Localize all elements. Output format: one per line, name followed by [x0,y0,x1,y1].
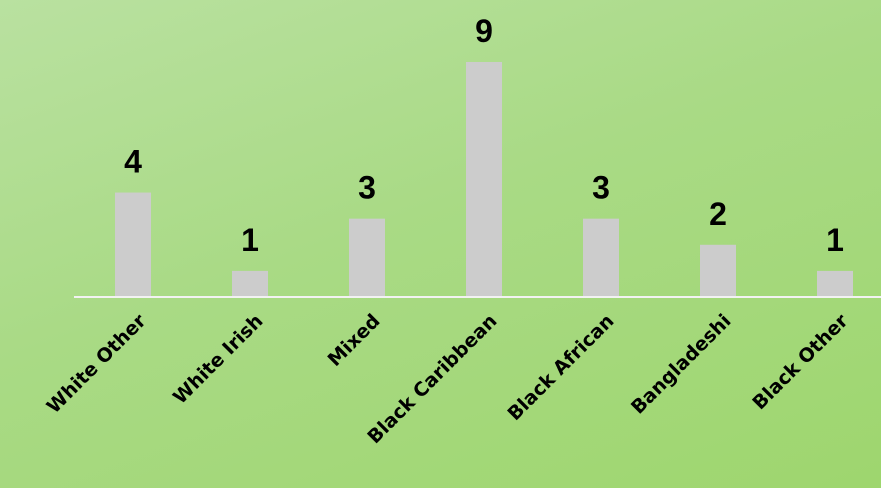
value-label-bangladeshi: 2 [709,196,727,232]
category-label-black-other: Black Other [748,310,853,415]
value-label-black-african: 3 [592,170,610,206]
bar-mixed [349,218,385,297]
bar-black-african [583,218,619,297]
category-label-white-other: White Other [43,310,151,418]
bar-bangladeshi [700,244,736,297]
value-label-white-other: 4 [124,144,142,180]
value-label-white-irish: 1 [241,222,259,258]
bar-black-other [817,270,853,297]
category-label-white-irish: White Irish [169,310,268,409]
value-labels-layer: 4 1 3 9 3 2 1 [124,13,844,258]
category-label-mixed: Mixed [324,310,385,371]
category-label-black-african: Black African [503,310,618,425]
bars-layer [115,62,853,297]
category-label-bangladeshi: Bangladeshi [627,310,736,419]
category-label-black-caribbean: Black Caribbean [363,310,501,448]
value-label-mixed: 3 [358,170,376,206]
bar-white-other [115,192,151,297]
value-label-black-caribbean: 9 [475,13,493,49]
bar-black-caribbean [466,62,502,297]
value-label-black-other: 1 [826,222,844,258]
bar-white-irish [232,270,268,297]
